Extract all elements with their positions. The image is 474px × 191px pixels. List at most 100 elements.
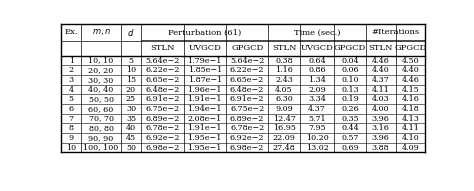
Text: 6.98e−2: 6.98e−2 <box>145 143 180 151</box>
Text: 10: 10 <box>126 66 136 74</box>
Text: 6.89e−2: 6.89e−2 <box>230 115 264 123</box>
Text: 4.00: 4.00 <box>372 105 390 113</box>
Text: 0.44: 0.44 <box>341 124 359 132</box>
Text: 2.43: 2.43 <box>275 76 293 84</box>
Text: 100, 100: 100, 100 <box>83 143 118 151</box>
Text: 10, 10: 10, 10 <box>89 57 114 65</box>
Text: 35: 35 <box>126 115 136 123</box>
Text: 3.16: 3.16 <box>372 124 390 132</box>
Text: 3.34: 3.34 <box>308 95 326 103</box>
Text: 6.65e−2: 6.65e−2 <box>230 76 264 84</box>
Text: 4.11: 4.11 <box>401 124 419 132</box>
Text: 0.26: 0.26 <box>341 105 359 113</box>
Text: 1.91e−1: 1.91e−1 <box>188 95 222 103</box>
Text: 4.46: 4.46 <box>401 76 419 84</box>
Text: 0.35: 0.35 <box>341 115 359 123</box>
Text: 2.08e−1: 2.08e−1 <box>188 115 222 123</box>
Text: Time (sec.): Time (sec.) <box>294 28 340 36</box>
Text: 40: 40 <box>126 124 136 132</box>
Text: GPGCD: GPGCD <box>231 45 263 52</box>
Text: 12.47: 12.47 <box>273 115 295 123</box>
Text: 70, 70: 70, 70 <box>89 115 114 123</box>
Text: 3.96: 3.96 <box>372 134 390 142</box>
Text: 4.11: 4.11 <box>372 86 390 94</box>
Text: 1.85e−1: 1.85e−1 <box>188 66 222 74</box>
Text: 4.03: 4.03 <box>372 95 390 103</box>
Text: 4.40: 4.40 <box>372 66 390 74</box>
Text: 0.19: 0.19 <box>341 95 359 103</box>
Text: 0.64: 0.64 <box>308 57 326 65</box>
Text: 0.10: 0.10 <box>341 76 359 84</box>
Text: 1.94e−1: 1.94e−1 <box>188 105 222 113</box>
Text: 5.64e−2: 5.64e−2 <box>230 57 264 65</box>
Text: 90, 90: 90, 90 <box>89 134 114 142</box>
Text: 25: 25 <box>126 95 136 103</box>
Text: 6.75e−2: 6.75e−2 <box>230 105 264 113</box>
Text: 4.46: 4.46 <box>372 57 390 65</box>
Text: 80, 80: 80, 80 <box>89 124 114 132</box>
Text: 6.48e−2: 6.48e−2 <box>145 86 180 94</box>
Text: 30, 30: 30, 30 <box>89 76 114 84</box>
Text: 0.06: 0.06 <box>341 66 359 74</box>
Text: 1.91e−1: 1.91e−1 <box>188 124 222 132</box>
Text: 16.95: 16.95 <box>273 124 295 132</box>
Text: 0.38: 0.38 <box>275 57 293 65</box>
Text: 9.09: 9.09 <box>275 105 293 113</box>
Text: 0.86: 0.86 <box>308 66 326 74</box>
Text: UVGCD: UVGCD <box>301 45 334 52</box>
Text: 0.69: 0.69 <box>341 143 359 151</box>
Text: GPGCD: GPGCD <box>394 45 427 52</box>
Text: 6.92e−2: 6.92e−2 <box>145 134 180 142</box>
Text: 4: 4 <box>69 86 74 94</box>
Text: 6.98e−2: 6.98e−2 <box>230 143 264 151</box>
Text: STLN: STLN <box>150 45 174 52</box>
Text: 50, 50: 50, 50 <box>89 95 114 103</box>
Text: 6.22e−2: 6.22e−2 <box>230 66 264 74</box>
Text: 4.37: 4.37 <box>308 105 326 113</box>
Text: 1.95e−1: 1.95e−1 <box>188 143 222 151</box>
Text: 7: 7 <box>69 115 74 123</box>
Text: 1.79e−1: 1.79e−1 <box>188 57 222 65</box>
Text: 3.96: 3.96 <box>372 115 390 123</box>
Text: 4.40: 4.40 <box>401 66 419 74</box>
Text: 6.92e−2: 6.92e−2 <box>230 134 264 142</box>
Text: 13.02: 13.02 <box>306 143 328 151</box>
Text: 4.18: 4.18 <box>401 105 419 113</box>
Text: 40, 40: 40, 40 <box>89 86 114 94</box>
Text: 1.96e−1: 1.96e−1 <box>188 86 222 94</box>
Text: $d$: $d$ <box>128 27 135 38</box>
Text: 6.91e−2: 6.91e−2 <box>230 95 264 103</box>
Text: 6.48e−2: 6.48e−2 <box>230 86 264 94</box>
Text: 60, 60: 60, 60 <box>89 105 114 113</box>
Text: 7.95: 7.95 <box>308 124 326 132</box>
Text: 4.15: 4.15 <box>401 86 419 94</box>
Text: 6.91e−2: 6.91e−2 <box>145 95 180 103</box>
Text: 1: 1 <box>69 57 74 65</box>
Text: 6: 6 <box>69 105 74 113</box>
Text: 6.89e−2: 6.89e−2 <box>145 115 180 123</box>
Text: 8: 8 <box>69 124 74 132</box>
Text: GPGCD: GPGCD <box>334 45 366 52</box>
Text: 10: 10 <box>66 143 76 151</box>
Text: 6.78e−2: 6.78e−2 <box>230 124 264 132</box>
Text: 0.13: 0.13 <box>341 86 359 94</box>
Text: 4.16: 4.16 <box>401 95 419 103</box>
Text: 3: 3 <box>69 76 74 84</box>
Text: 6.78e−2: 6.78e−2 <box>145 124 180 132</box>
Text: 50: 50 <box>126 143 136 151</box>
Text: 4.09: 4.09 <box>401 143 419 151</box>
Text: STLN: STLN <box>368 45 393 52</box>
Text: Perturbation (61): Perturbation (61) <box>168 28 241 36</box>
Text: 20, 20: 20, 20 <box>89 66 114 74</box>
Text: 1.95e−1: 1.95e−1 <box>188 134 222 142</box>
Text: Ex.: Ex. <box>64 28 78 36</box>
Text: #Iterations: #Iterations <box>372 28 419 36</box>
Text: 0.57: 0.57 <box>341 134 359 142</box>
Text: 9: 9 <box>69 134 74 142</box>
Text: $m, n$: $m, n$ <box>91 27 111 37</box>
Text: 6.30: 6.30 <box>275 95 293 103</box>
Text: 5: 5 <box>69 95 74 103</box>
Text: 30: 30 <box>126 105 136 113</box>
Text: 5.71: 5.71 <box>308 115 326 123</box>
Text: 4.10: 4.10 <box>401 134 419 142</box>
